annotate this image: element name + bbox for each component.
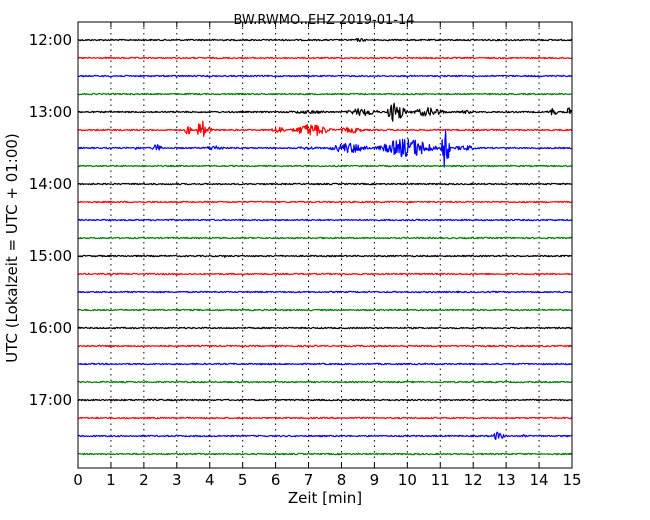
trace-1400 xyxy=(77,182,573,186)
trace-1500 xyxy=(77,254,573,258)
axis-ticks: 0 1 2 3 4 5 6 7 8 9 10 11 12 13 14 1512:0013:0014:0015:… xyxy=(29,22,582,489)
trace-1730 xyxy=(77,431,573,441)
trace-1600 xyxy=(77,326,573,330)
x-tick-label: 11 xyxy=(431,471,450,489)
y-tick-label: 13:00 xyxy=(29,103,72,121)
trace-1230 xyxy=(77,74,573,78)
x-tick-label: 7 xyxy=(304,471,314,489)
trace-1200 xyxy=(77,38,573,43)
trace-1515 xyxy=(77,272,573,276)
trace-1715 xyxy=(77,416,573,420)
x-tick-label: 15 xyxy=(562,471,581,489)
trace-1330 xyxy=(77,130,573,168)
trace-1630 xyxy=(77,362,573,366)
x-tick-label: 2 xyxy=(139,471,149,489)
x-tick-label: 1 xyxy=(106,471,116,489)
x-tick-label: 12 xyxy=(464,471,483,489)
trace-1645 xyxy=(77,380,573,384)
plot-frame xyxy=(77,21,573,469)
y-tick-label: 14:00 xyxy=(29,175,72,193)
x-tick-label: 14 xyxy=(530,471,549,489)
trace-1215 xyxy=(77,56,573,60)
trace-1445 xyxy=(77,236,573,240)
x-tick-label: 4 xyxy=(205,471,215,489)
y-tick-label: 15:00 xyxy=(29,247,72,265)
trace-1345 xyxy=(77,164,573,168)
y-tick-label: 17:00 xyxy=(29,391,72,409)
x-tick-label: 13 xyxy=(497,471,516,489)
y-axis-label: UTC (Lokalzeit = UTC + 01:00) xyxy=(3,133,21,363)
chart-title: BW.RWMO..EHZ 2019-01-14 xyxy=(233,13,414,28)
trace-1615 xyxy=(77,344,573,348)
x-tick-label: 9 xyxy=(370,471,380,489)
x-tick-label: 5 xyxy=(238,471,248,489)
trace-1315 xyxy=(77,120,573,137)
x-tick-label: 10 xyxy=(398,471,417,489)
trace-1245 xyxy=(77,92,573,96)
trace-1300 xyxy=(77,102,573,122)
trace-1700 xyxy=(77,398,573,402)
trace-1430 xyxy=(77,218,573,222)
trace-1530 xyxy=(77,290,573,294)
x-tick-label: 3 xyxy=(172,471,182,489)
x-tick-label: 0 xyxy=(73,471,83,489)
y-tick-label: 16:00 xyxy=(29,319,72,337)
traces xyxy=(77,38,573,456)
x-tick-label: 6 xyxy=(271,471,281,489)
x-axis-label: Zeit [min] xyxy=(288,489,362,507)
trace-1415 xyxy=(77,200,573,204)
trace-1745 xyxy=(77,452,573,456)
x-tick-label: 8 xyxy=(337,471,347,489)
trace-1545 xyxy=(77,308,573,312)
y-tick-label: 12:00 xyxy=(29,31,72,49)
